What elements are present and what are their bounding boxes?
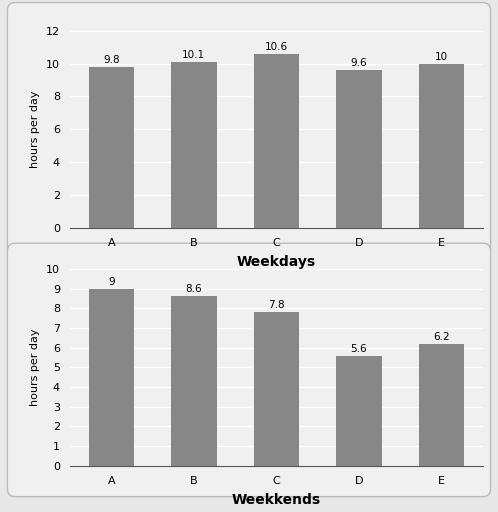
Text: 6.2: 6.2 [433,332,450,342]
Bar [89,67,134,228]
Bar [419,344,464,466]
Y-axis label: hours per day: hours per day [30,329,40,406]
X-axis label: Weekdays: Weekdays [237,254,316,268]
Bar [253,312,299,466]
Bar [89,289,134,466]
Text: 9.6: 9.6 [351,58,368,68]
Bar [253,54,299,228]
X-axis label: Weekkends: Weekkends [232,493,321,506]
Bar [419,63,464,228]
Text: 9: 9 [108,276,115,287]
Text: 7.8: 7.8 [268,300,285,310]
Text: 10: 10 [435,52,448,61]
Bar [336,70,381,228]
Text: 8.6: 8.6 [185,285,202,294]
Text: 10.6: 10.6 [265,42,288,52]
Text: 5.6: 5.6 [351,344,368,354]
Y-axis label: hours per day: hours per day [30,91,40,168]
Bar [171,296,217,466]
Bar [336,355,381,466]
Bar [171,62,217,228]
Text: 9.8: 9.8 [103,55,120,65]
Text: 10.1: 10.1 [182,50,205,60]
